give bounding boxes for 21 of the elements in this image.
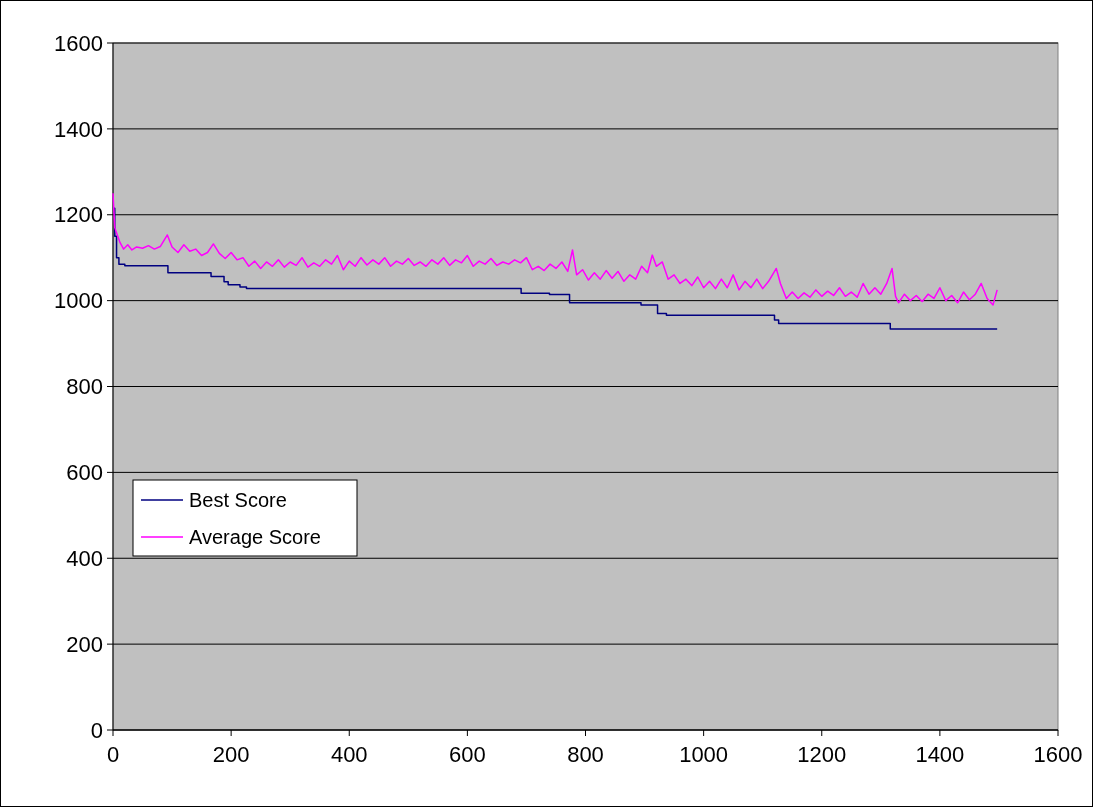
- line-series: [112, 192, 998, 306]
- x-tick-label: 200: [212, 742, 250, 767]
- y-tick-label: 400: [66, 545, 103, 571]
- y-tick-label: 600: [66, 460, 103, 486]
- y-tick-label: 1600: [54, 30, 103, 56]
- legend-label: Average Score: [189, 526, 321, 548]
- x-tick-label: 1400: [915, 742, 965, 767]
- x-tick-label: 400: [330, 742, 368, 767]
- y-tick-label: 1200: [54, 202, 103, 228]
- y-tick-label: 200: [66, 631, 103, 657]
- y-tick-label: 1400: [54, 116, 103, 142]
- x-tick-label: 1000: [679, 742, 729, 767]
- y-tick-label: 0: [90, 717, 103, 743]
- x-tick-label: 1600: [1033, 742, 1083, 767]
- y-tick-label: 800: [66, 374, 103, 400]
- x-tick-label: 1200: [797, 742, 847, 767]
- x-tick-label: 600: [449, 742, 486, 767]
- legend-label: Best Score: [189, 489, 287, 511]
- x-tick-label: 0: [106, 742, 120, 767]
- y-tick-label: 1000: [54, 288, 103, 314]
- x-tick-label: 800: [567, 742, 604, 767]
